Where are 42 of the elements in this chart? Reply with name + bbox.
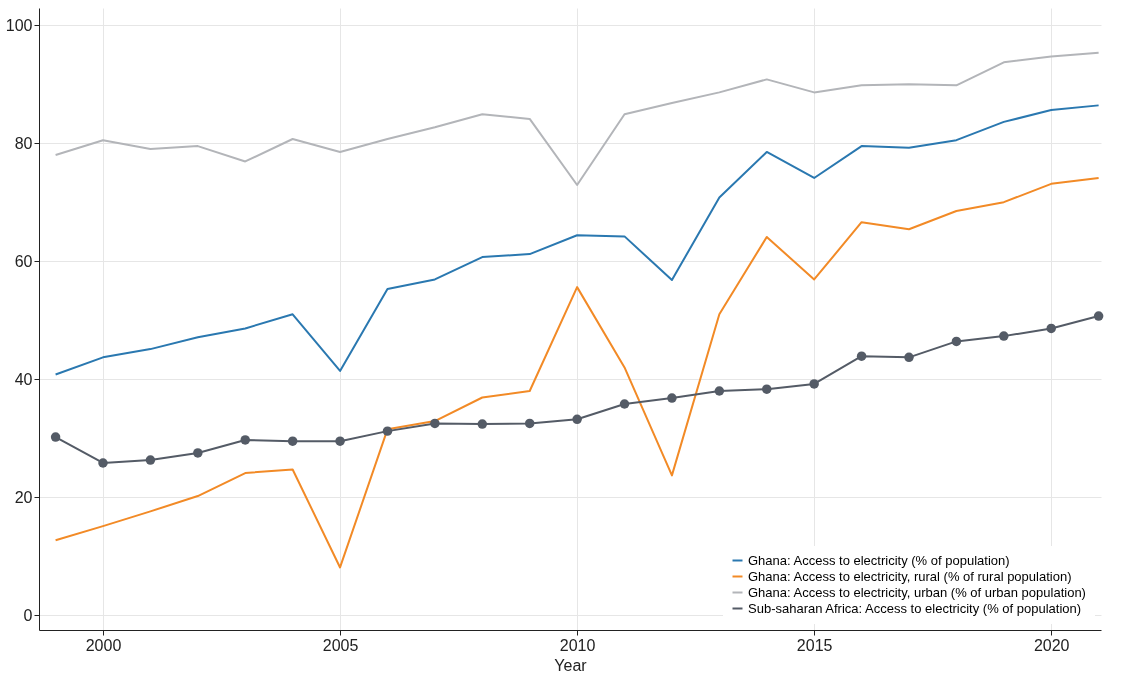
- legend-label: Ghana: Access to electricity (% of population): [748, 552, 1010, 568]
- line-series: [54, 51, 1100, 187]
- y-tick-label: 80: [14, 134, 33, 152]
- point: [193, 448, 203, 458]
- point: [762, 384, 772, 394]
- y-tick-label: 0: [23, 606, 33, 624]
- point: [50, 432, 61, 442]
- point: [382, 426, 393, 436]
- point: [856, 351, 867, 361]
- point: [240, 435, 250, 445]
- point: [335, 436, 345, 446]
- point: [430, 418, 440, 429]
- point: [572, 414, 582, 425]
- x-axis-title: Year: [554, 656, 588, 674]
- point: [287, 436, 298, 446]
- line-series: [54, 104, 1100, 376]
- x-tick-label: 2005: [322, 636, 359, 654]
- x-tick-label: 2020: [1033, 636, 1070, 654]
- point: [1046, 323, 1056, 334]
- point: [999, 331, 1009, 341]
- point: [951, 336, 962, 347]
- point: [524, 418, 535, 429]
- legend-label: Ghana: Access to electricity, rural (% of rural population): [748, 568, 1072, 584]
- point: [98, 458, 108, 468]
- point: [145, 455, 156, 465]
- x-tick-label: 2000: [85, 636, 122, 654]
- point: [904, 352, 914, 363]
- legend-label: Sub-saharan Africa: Access to electricity (% of population): [748, 600, 1082, 616]
- point: [477, 419, 488, 429]
- line-series: [54, 176, 1100, 569]
- x-tick-label: 2015: [796, 636, 833, 654]
- y-tick-label: 100: [5, 16, 33, 34]
- point: [809, 379, 819, 389]
- legend-label: Ghana: Access to electricity, urban (% of urban population): [748, 584, 1086, 600]
- point: [619, 399, 630, 409]
- x-tick-label: 2010: [559, 636, 596, 654]
- point: [714, 386, 725, 396]
- point: [1093, 311, 1104, 321]
- y-tick-label: 20: [14, 488, 33, 506]
- point: [667, 393, 677, 403]
- y-tick-label: 40: [14, 370, 33, 388]
- y-tick-label: 60: [14, 252, 33, 270]
